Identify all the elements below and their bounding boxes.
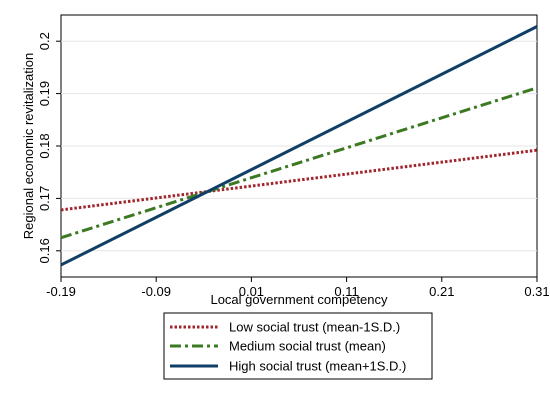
series-layer xyxy=(60,25,538,267)
y-tick-label: 0.16 xyxy=(37,238,52,263)
x-tick-label: 0.01 xyxy=(239,284,264,299)
series-line xyxy=(60,86,538,240)
legend-label: Medium social trust (mean) xyxy=(229,339,386,354)
x-tick-label: 0.31 xyxy=(524,284,549,299)
y-tick-label: 0.2 xyxy=(37,32,52,50)
x-tick-label: -0.19 xyxy=(46,284,76,299)
y-tick-label: 0.19 xyxy=(37,81,52,106)
series-line xyxy=(60,148,538,212)
x-tick-label: -0.09 xyxy=(141,284,171,299)
x-axis-label: Local government competency xyxy=(210,292,388,307)
legend-label: High social trust (mean+1S.D.) xyxy=(229,359,406,374)
legend-label: Low social trust (mean-1S.D.) xyxy=(229,320,400,335)
axis-layer: 0.16 0.17 0.18 0.19 0.2 -0.19 -0.09 0.01 0.11 0.2… xyxy=(37,32,550,299)
series-line xyxy=(60,25,538,267)
x-tick-label: 0.11 xyxy=(334,284,358,299)
y-axis-label: Regional economic revitalization xyxy=(21,53,36,239)
grid-layer xyxy=(61,40,537,252)
y-tick-label: 0.17 xyxy=(37,186,52,211)
legend: Low social trust (mean-1S.D.) Medium soci… xyxy=(163,312,433,380)
y-tick-label: 0.18 xyxy=(37,133,52,158)
x-tick-label: 0.21 xyxy=(429,284,454,299)
